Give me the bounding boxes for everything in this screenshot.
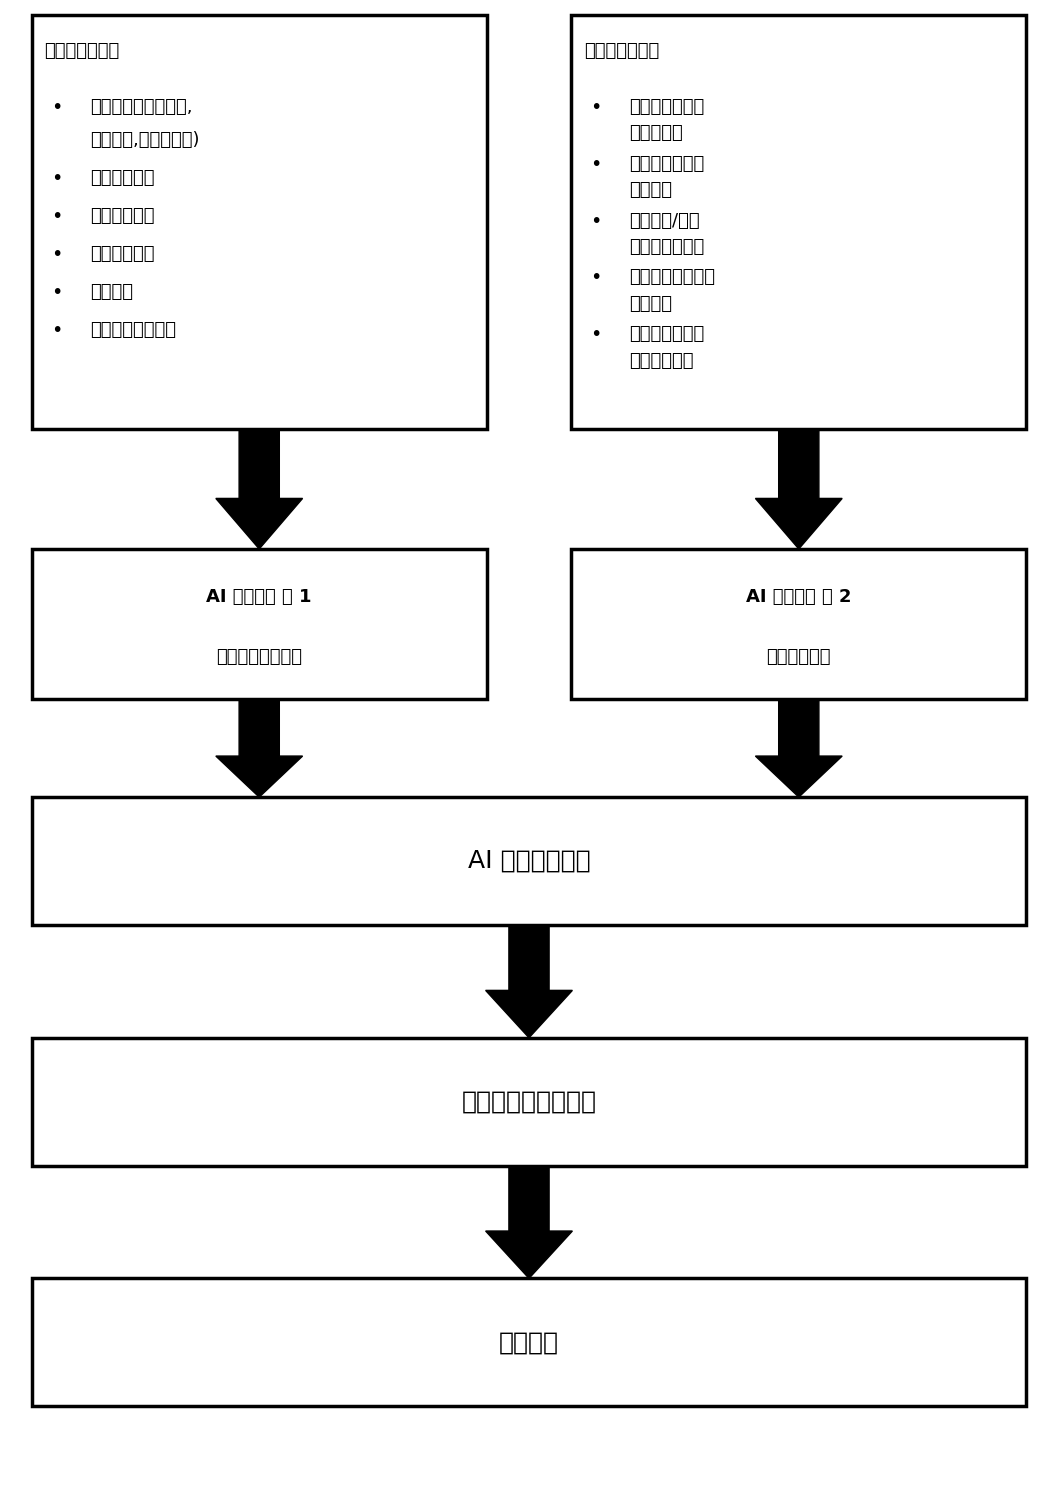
- Text: 主要的缺陷类别: 主要的缺陷类别: [630, 98, 705, 116]
- Text: •: •: [51, 168, 62, 188]
- Text: 目标产品信息：: 目标产品信息：: [584, 42, 659, 60]
- Text: 厂务系统（水电）: 厂务系统（水电）: [630, 269, 715, 286]
- Text: （设定检测站点）: （设定检测站点）: [216, 648, 303, 666]
- Text: 环境（温湿度）: 环境（温湿度）: [630, 325, 705, 343]
- Text: •: •: [590, 155, 602, 173]
- Polygon shape: [216, 429, 303, 549]
- Text: 特征参数: 特征参数: [630, 295, 673, 313]
- Text: •: •: [590, 325, 602, 344]
- Text: （如何取样）: （如何取样）: [767, 648, 831, 666]
- Text: •: •: [51, 208, 62, 226]
- Text: 变化特征参数: 变化特征参数: [630, 352, 694, 370]
- Text: •: •: [51, 322, 62, 340]
- Text: •: •: [51, 98, 62, 117]
- Polygon shape: [486, 1166, 572, 1278]
- Text: AI 模型训练 － 2: AI 模型训练 － 2: [746, 588, 852, 606]
- Text: 生产材料/供应: 生产材料/供应: [630, 212, 700, 230]
- Text: 良率提升目标: 良率提升目标: [90, 208, 154, 226]
- Text: •: •: [51, 283, 62, 302]
- Text: 与现有取样系统对接: 与现有取样系统对接: [461, 1090, 597, 1113]
- Polygon shape: [486, 925, 572, 1038]
- Text: 产能配备: 产能配备: [90, 283, 133, 301]
- Text: AI 模型运行平台: AI 模型运行平台: [468, 850, 590, 872]
- Text: 特征参数: 特征参数: [630, 180, 673, 199]
- FancyBboxPatch shape: [571, 15, 1026, 429]
- Text: •: •: [590, 98, 602, 117]
- FancyBboxPatch shape: [32, 549, 487, 699]
- Text: 缺陷问题分布: 缺陷问题分布: [90, 168, 154, 186]
- Text: 目标产品信息：: 目标产品信息：: [44, 42, 120, 60]
- Polygon shape: [755, 699, 842, 797]
- Text: AI 模型训练 － 1: AI 模型训练 － 1: [206, 588, 312, 606]
- Text: 技术节点,工艺复杂度): 技术节点,工艺复杂度): [90, 131, 199, 149]
- FancyBboxPatch shape: [32, 1278, 1026, 1406]
- Text: •: •: [590, 269, 602, 287]
- FancyBboxPatch shape: [571, 549, 1026, 699]
- Text: 产品属性参数（类型,: 产品属性参数（类型,: [90, 98, 193, 116]
- Text: 商失效特征参数: 商失效特征参数: [630, 238, 705, 256]
- Text: 取样实施: 取样实施: [499, 1331, 559, 1354]
- FancyBboxPatch shape: [32, 1038, 1026, 1166]
- Text: •: •: [51, 245, 62, 265]
- Text: 主要缺陷时间趋势: 主要缺陷时间趋势: [90, 322, 176, 338]
- Text: 及关联参数: 及关联参数: [630, 125, 683, 143]
- FancyBboxPatch shape: [32, 15, 487, 429]
- Text: 历史产品信息: 历史产品信息: [90, 245, 154, 263]
- FancyBboxPatch shape: [32, 797, 1026, 925]
- Polygon shape: [216, 699, 303, 797]
- Text: 所用的设备失效: 所用的设备失效: [630, 155, 705, 173]
- Text: •: •: [590, 212, 602, 230]
- Polygon shape: [755, 429, 842, 549]
